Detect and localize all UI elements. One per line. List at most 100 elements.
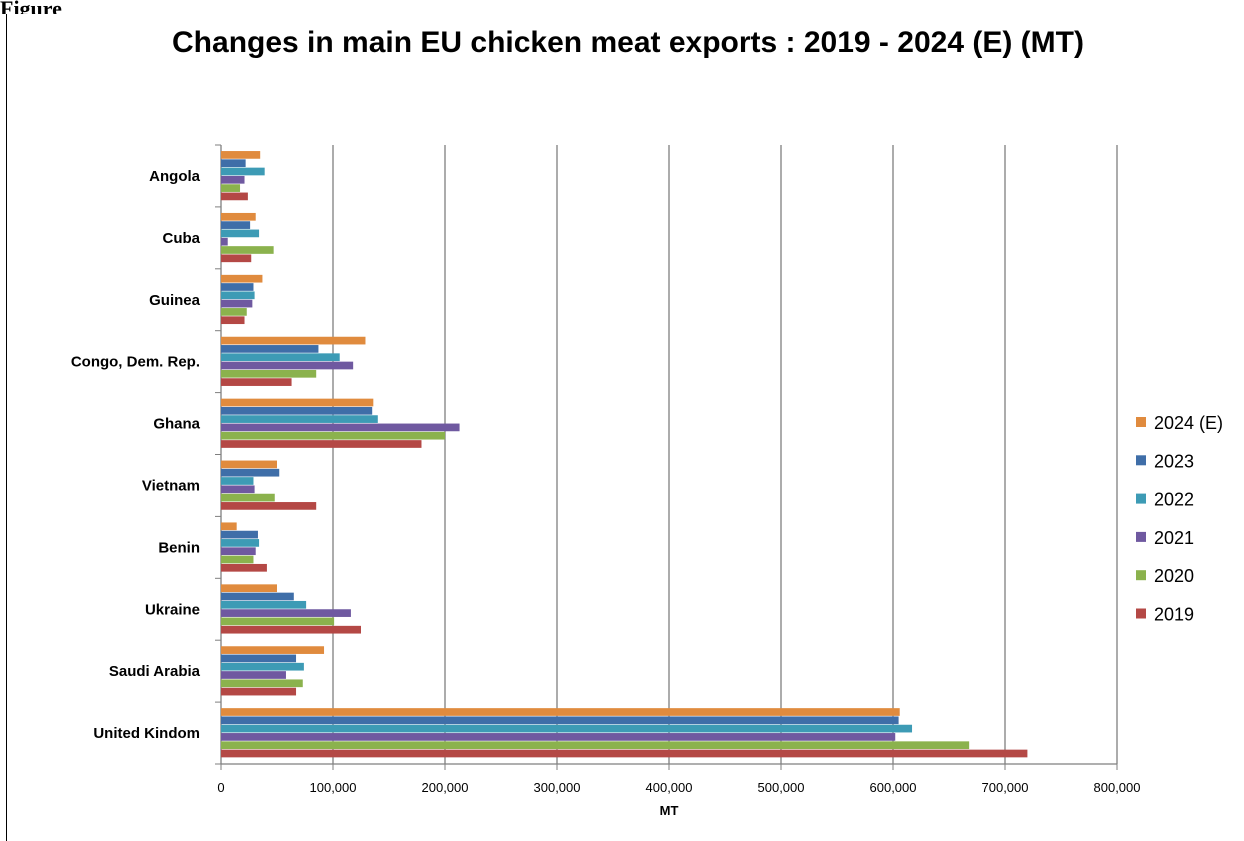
x-tick-label: 0 [217, 780, 224, 795]
category-label: United Kindom [93, 725, 200, 742]
bar [221, 431, 445, 440]
bar [221, 617, 335, 626]
x-axis-label: MT [660, 803, 679, 818]
legend: 2024 (E) 2023 2022 2021 2020 2019 [1136, 413, 1223, 625]
bar [221, 679, 303, 688]
bar [221, 539, 260, 547]
bar [221, 460, 277, 469]
bar [221, 584, 277, 593]
x-tick-label: 200,000 [422, 780, 469, 795]
frame-left-border [6, 14, 7, 841]
bar [221, 291, 255, 300]
bar [221, 609, 351, 617]
bar [221, 254, 252, 263]
bar [221, 378, 292, 386]
legend-swatch [1136, 570, 1146, 581]
category-labels: Angola Cuba Guinea Congo, Dem. Rep. Ghana Vie… [71, 168, 201, 742]
bar [221, 345, 319, 353]
bar [221, 415, 378, 423]
bar [221, 671, 286, 679]
bar [221, 662, 304, 671]
bar [221, 485, 255, 494]
x-tick-label: 600,000 [870, 780, 917, 795]
axes [215, 144, 1118, 770]
bar [221, 724, 913, 733]
legend-swatch [1136, 531, 1146, 542]
bar [221, 749, 1028, 758]
bar [221, 336, 366, 345]
bar [221, 563, 267, 572]
category-label: Vietnam [142, 477, 200, 494]
bar [221, 299, 253, 308]
bar [221, 167, 265, 176]
bar [221, 221, 251, 229]
x-tick-labels: 0 100,000 200,000 300,000 400,000 500,000 600,… [217, 780, 1140, 795]
gridlines [332, 145, 1118, 764]
bar [221, 592, 294, 601]
bar [221, 530, 258, 539]
category-label: Ukraine [145, 601, 200, 618]
legend-swatch [1136, 493, 1146, 504]
bar [221, 353, 340, 362]
x-tick-label: 500,000 [758, 780, 805, 795]
bar [221, 151, 261, 159]
legend-label: 2024 (E) [1154, 413, 1223, 433]
legend-label: 2019 [1154, 605, 1194, 625]
bar [221, 184, 241, 192]
bar [221, 555, 254, 564]
x-tick-label: 300,000 [534, 780, 581, 795]
chart-title: Changes in main EU chicken meat exports … [172, 26, 1084, 59]
category-label: Guinea [149, 292, 201, 309]
bars [221, 151, 1028, 758]
bar [221, 423, 460, 432]
bar [221, 406, 373, 415]
bar [221, 308, 247, 316]
bar [221, 708, 900, 716]
bar [221, 733, 896, 741]
x-tick-label: 400,000 [646, 780, 693, 795]
legend-swatch [1136, 455, 1146, 466]
bar [221, 369, 317, 378]
bar [221, 654, 297, 663]
bar [221, 212, 256, 221]
legend-label: 2023 [1154, 451, 1194, 471]
bar [221, 646, 325, 654]
bar [221, 440, 422, 448]
bar [221, 246, 274, 254]
category-label: Saudi Arabia [109, 663, 201, 680]
bar [221, 159, 246, 168]
bar [221, 361, 354, 370]
figure-label: Figure [0, 0, 62, 14]
bar [221, 493, 275, 502]
bar [221, 600, 307, 609]
x-tick-label: 100,000 [310, 780, 357, 795]
bar [221, 274, 263, 283]
bar [221, 468, 280, 477]
legend-label: 2022 [1154, 490, 1194, 510]
x-tick-label: 700,000 [982, 780, 1029, 795]
legend-label: 2020 [1154, 566, 1194, 586]
bar [221, 716, 899, 725]
category-label: Cuba [163, 230, 201, 247]
bar [221, 192, 248, 201]
category-label: Angola [149, 168, 200, 185]
legend-swatch [1136, 608, 1146, 619]
bar [221, 741, 970, 750]
bar [221, 522, 237, 531]
bar [221, 398, 374, 407]
category-label: Benin [158, 539, 200, 556]
category-label: Congo, Dem. Rep. [71, 354, 200, 371]
legend-label: 2021 [1154, 528, 1194, 548]
bar [221, 547, 256, 556]
legend-swatch [1136, 417, 1146, 427]
bar [221, 229, 260, 238]
bar [221, 477, 254, 485]
bar [221, 687, 297, 696]
category-label: Ghana [153, 416, 200, 433]
bar [221, 502, 317, 510]
bar [221, 283, 254, 291]
bar [221, 237, 228, 246]
x-tick-label: 800,000 [1094, 780, 1141, 795]
